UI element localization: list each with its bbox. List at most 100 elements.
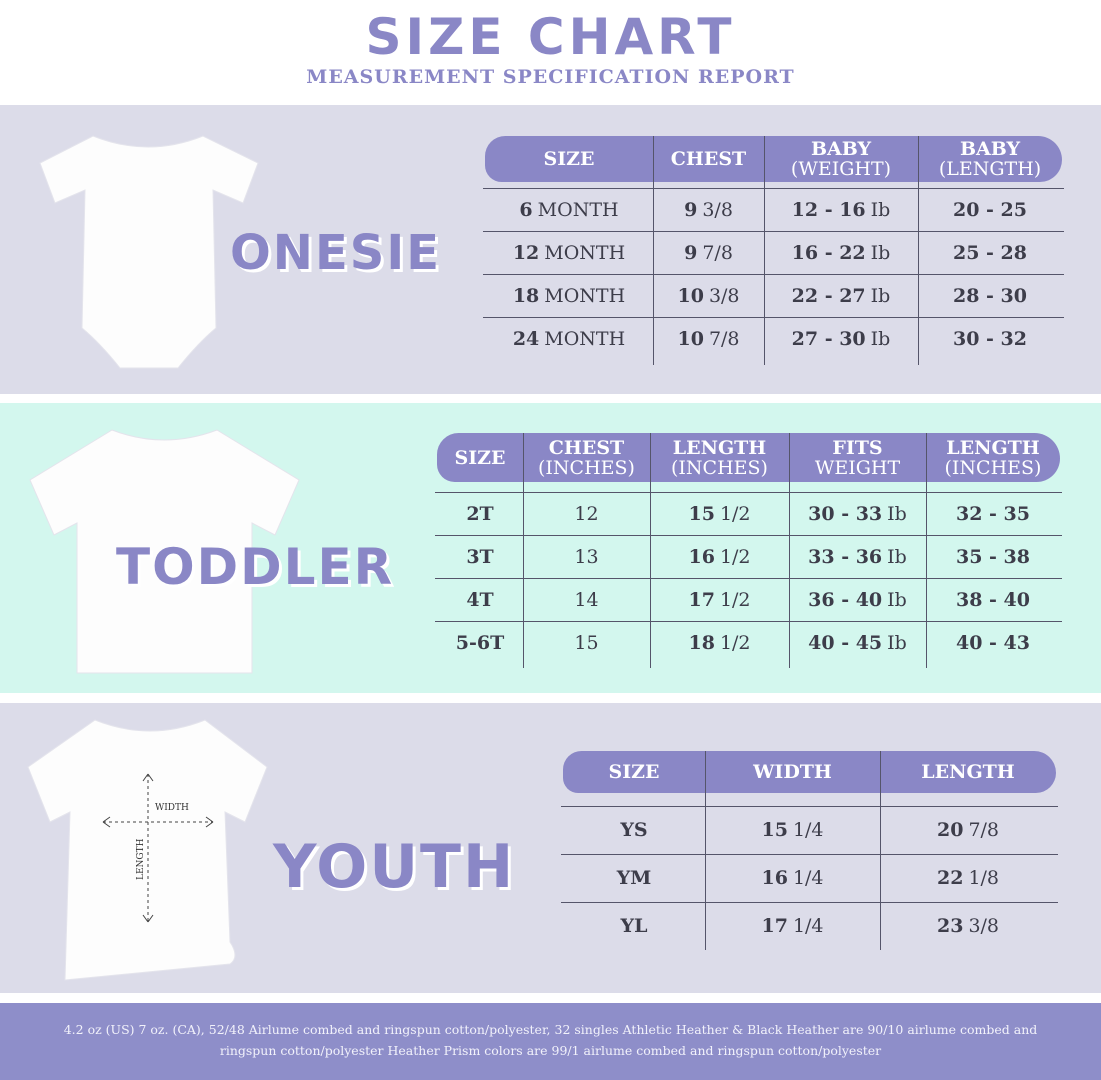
cell-value: 28 - 30 [953,284,1027,307]
toddler-label: TODDLER [116,538,395,596]
cell-unit: Ib [870,241,891,264]
table-cell: 4T [437,578,523,621]
youth-tshirt-image: WIDTH LENGTH [27,719,268,981]
cell-unit: Ib [870,284,891,307]
fabric-footnote: 4.2 oz (US) 7 oz. (CA), 52/48 Airlume co… [0,1003,1101,1080]
column-header-sub: (INCHES) [671,456,768,479]
table-cell: 40 - 43 [926,621,1060,664]
table-cell: 2T [437,492,523,535]
table-cell: 10 7/8 [653,317,764,360]
cell-unit: 12 [574,502,599,525]
cell-value: 6 [519,198,533,221]
table-cell: 22 1/8 [880,854,1056,902]
cell-value: 9 [684,241,698,264]
table-cell: YM [563,854,705,902]
table-cell: 6 MONTH [485,188,653,231]
table-cell: 20 7/8 [880,806,1056,854]
column-divider [764,136,765,365]
table-cell: 16 1/4 [705,854,880,902]
cell-value: 30 - 32 [953,327,1027,350]
cell-unit: MONTH [537,198,619,221]
table-header [563,751,1056,793]
cell-value: 20 [936,819,964,841]
youth-label: YOUTH [273,832,516,902]
cell-value: 33 - 36 [808,545,883,568]
cell-unit: 3/8 [702,198,733,221]
table-cell: 24 MONTH [485,317,653,360]
column-header-main: SIZE [454,446,506,469]
cell-value: 25 - 28 [953,241,1027,264]
table-header [437,433,1060,482]
table-cell: 38 - 40 [926,578,1060,621]
cell-value: 9 [684,198,698,221]
cell-unit: 1/2 [719,502,751,525]
table-cell: 15 1/2 [650,492,789,535]
table-cell: 14 [523,578,650,621]
column-header-main: WIDTH [753,761,832,783]
cell-unit: 7/8 [708,327,740,350]
table-cell: 9 7/8 [653,231,764,274]
table-cell: 28 - 30 [918,274,1062,317]
onesie-image [39,135,259,369]
cell-value: 10 [677,327,704,350]
cell-value: YS [620,819,648,841]
table-cell: 22 - 27 Ib [764,274,918,317]
table-cell: 18 MONTH [485,274,653,317]
cell-value: 35 - 38 [956,545,1030,568]
cell-value: 17 [761,915,788,937]
cell-value: 10 [677,284,704,307]
cell-unit: 1/4 [792,819,824,841]
cell-value: 15 [761,819,788,841]
cell-value: 40 - 45 [808,631,883,654]
table-cell: YL [563,902,705,950]
table-cell: 16 - 22 Ib [764,231,918,274]
toddler-tshirt-image [29,429,300,674]
cell-unit: 1/2 [719,631,751,654]
column-header: SIZE [485,136,653,182]
cell-unit: Ib [887,631,907,654]
table-cell: 20 - 25 [918,188,1062,231]
cell-unit: Ib [887,545,907,568]
cell-unit: 13 [574,545,599,568]
table-cell: 12 [523,492,650,535]
cell-value: 38 - 40 [956,588,1030,611]
column-header-main: FITS [832,436,883,459]
cell-unit: Ib [887,502,907,525]
cell-value: 4T [466,588,494,611]
cell-value: 15 [688,502,715,525]
cell-value: 18 [512,284,540,307]
table-cell: 30 - 32 [918,317,1062,360]
cell-unit: 1/4 [792,915,824,937]
cell-value: YM [616,867,652,889]
cell-value: 17 [688,588,715,611]
row-divider [561,806,1058,807]
width-diagram-label: WIDTH [155,803,189,813]
column-header-main: LENGTH [921,761,1015,783]
column-header-main: SIZE [543,148,595,170]
table-cell: 18 1/2 [650,621,789,664]
cell-value: 3T [466,545,494,568]
cell-value: 18 [688,631,715,654]
table-cell: 16 1/2 [650,535,789,578]
cell-value: 12 - 16 [791,198,866,221]
column-header-main: CHEST [670,148,747,170]
row-divider [483,274,1064,275]
table-cell: 25 - 28 [918,231,1062,274]
cell-value: YL [620,915,648,937]
column-divider [653,136,654,365]
cell-unit: 15 [574,631,599,654]
table-cell: 12 MONTH [485,231,653,274]
column-header: SIZE [437,433,523,482]
column-header: CHEST [653,136,764,182]
column-header: WIDTH [705,751,880,793]
page-title: SIZE CHART [365,8,736,66]
cell-unit: MONTH [544,241,626,264]
length-diagram-label: LENGTH [136,838,146,880]
column-header: FITS WEIGHT [789,433,926,482]
column-divider [523,433,524,668]
cell-unit: 1/4 [792,867,824,889]
table-cell: YS [563,806,705,854]
table-cell: 13 [523,535,650,578]
column-header-main: LENGTH [672,436,767,459]
cell-unit: Ib [887,588,907,611]
